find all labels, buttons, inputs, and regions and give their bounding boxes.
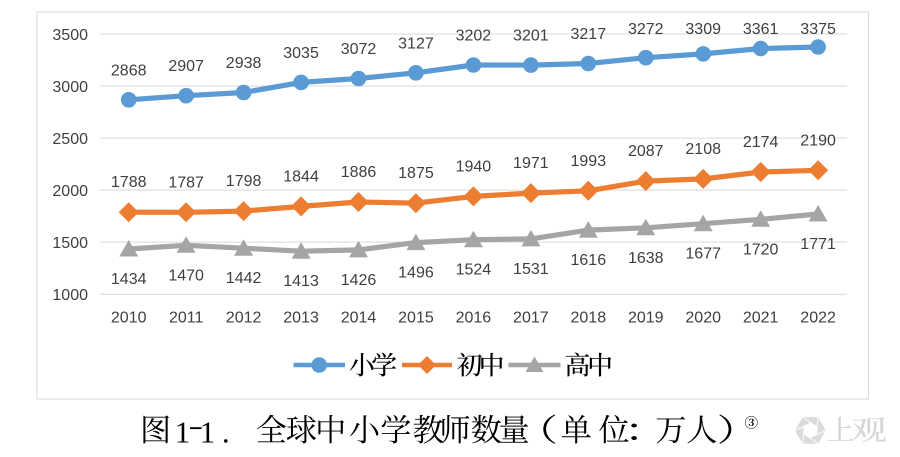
svg-text:1616: 1616 [571, 252, 607, 269]
svg-text:1940: 1940 [456, 158, 492, 175]
svg-text:1798: 1798 [226, 173, 262, 190]
svg-text:2174: 2174 [743, 134, 779, 151]
svg-text:1787: 1787 [168, 174, 204, 191]
svg-text:1442: 1442 [226, 270, 262, 287]
svg-text:1993: 1993 [571, 153, 607, 170]
svg-text:2500: 2500 [52, 131, 88, 148]
svg-text:1470: 1470 [168, 267, 204, 284]
svg-text:1496: 1496 [398, 265, 434, 282]
svg-text:.: . [222, 414, 230, 449]
svg-text:1788: 1788 [111, 174, 147, 191]
svg-text:1971: 1971 [513, 155, 549, 172]
svg-text:2016: 2016 [456, 310, 492, 327]
svg-text:1000: 1000 [52, 287, 88, 304]
svg-text:2021: 2021 [743, 310, 779, 327]
svg-text:3072: 3072 [341, 41, 377, 58]
svg-text:1677: 1677 [685, 246, 721, 263]
svg-text:3035: 3035 [283, 45, 319, 62]
svg-text:2190: 2190 [800, 132, 836, 149]
svg-text:3217: 3217 [571, 26, 607, 43]
svg-text:2012: 2012 [226, 310, 262, 327]
svg-text:3202: 3202 [456, 28, 492, 45]
svg-text:2907: 2907 [168, 58, 204, 75]
svg-text:2020: 2020 [685, 310, 721, 327]
svg-text:1771: 1771 [800, 236, 836, 253]
svg-text:2022: 2022 [800, 310, 836, 327]
svg-text:1: 1 [200, 414, 216, 449]
svg-text:2019: 2019 [628, 310, 664, 327]
svg-text:2000: 2000 [52, 183, 88, 200]
svg-text:2014: 2014 [341, 310, 377, 327]
svg-text:3127: 3127 [398, 35, 434, 52]
svg-text:3375: 3375 [800, 21, 836, 38]
svg-text:3272: 3272 [628, 21, 664, 38]
svg-text:1: 1 [175, 414, 191, 449]
svg-text:2938: 2938 [226, 55, 262, 72]
svg-text:1426: 1426 [341, 272, 377, 289]
svg-text:1413: 1413 [283, 273, 319, 290]
svg-text:2010: 2010 [111, 310, 147, 327]
svg-text:2011: 2011 [169, 310, 204, 327]
svg-text:1524: 1524 [456, 262, 492, 279]
svg-text:2108: 2108 [685, 141, 721, 158]
svg-text:1638: 1638 [628, 250, 664, 267]
svg-text:1844: 1844 [283, 168, 319, 185]
svg-text:3500: 3500 [52, 27, 88, 44]
svg-text:2018: 2018 [571, 310, 607, 327]
svg-text:2015: 2015 [398, 310, 434, 327]
svg-text:3361: 3361 [743, 21, 779, 38]
svg-text:2013: 2013 [283, 310, 319, 327]
svg-text:1434: 1434 [111, 271, 147, 288]
svg-text:3000: 3000 [52, 79, 88, 96]
svg-text:2087: 2087 [628, 143, 664, 160]
svg-text:1531: 1531 [513, 261, 549, 278]
svg-text:1500: 1500 [52, 235, 88, 252]
svg-text:1875: 1875 [398, 165, 434, 182]
svg-text:2017: 2017 [513, 310, 549, 327]
svg-text:3309: 3309 [685, 21, 721, 38]
svg-text:1720: 1720 [743, 241, 779, 258]
svg-text:2868: 2868 [111, 62, 147, 79]
svg-text:1886: 1886 [341, 164, 377, 181]
svg-text:3201: 3201 [513, 28, 549, 45]
